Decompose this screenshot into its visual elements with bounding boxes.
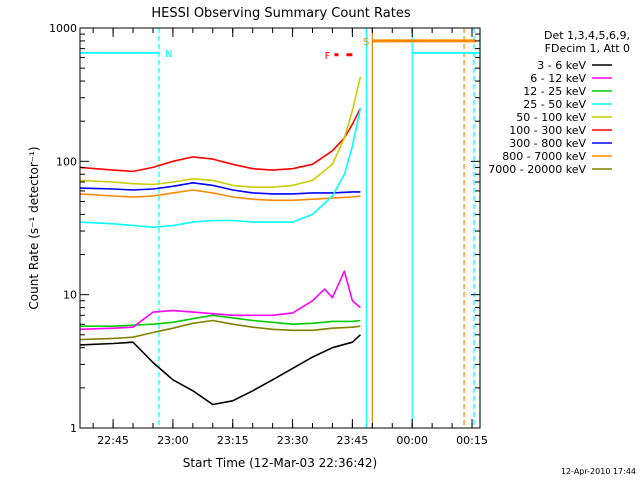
legend-header-line-2: FDecim 1, Att 0 — [545, 42, 630, 55]
series-line-5 — [79, 76, 362, 188]
x-axis-label: Start Time (12-Mar-03 22:36:42) — [183, 456, 377, 470]
legend-header-line-1: Det 1,3,4,5,6,9, — [544, 29, 630, 42]
x-tick-label-2: 23:00 — [157, 434, 189, 447]
legend-label-6: 100 - 300 keV — [509, 124, 586, 137]
legend-label-7: 300 - 800 keV — [509, 137, 586, 150]
flag-label-s: S — [363, 37, 369, 48]
plot-area: N S F — [79, 28, 481, 428]
legend-label-9: 7000 - 20000 keV — [488, 163, 586, 176]
series-line-4 — [79, 108, 362, 229]
series-line-8 — [79, 189, 361, 202]
y-tick-label-1: 1 — [70, 422, 77, 435]
plot-frame — [79, 27, 481, 429]
series-line-1 — [79, 334, 361, 406]
x-tick-label-4: 23:30 — [277, 434, 309, 447]
flag-label-f: F — [325, 51, 331, 62]
series-line-2 — [79, 270, 361, 331]
x-tick-label-3: 23:15 — [217, 434, 249, 447]
y-tick-label-2: 10 — [63, 289, 77, 302]
legend-label-1: 3 - 6 keV — [537, 59, 586, 72]
legend-label-3: 12 - 25 keV — [523, 85, 586, 98]
legend-label-8: 800 - 7000 keV — [502, 150, 586, 163]
series-line-6 — [79, 107, 362, 173]
y-tick-label-3: 100 — [56, 155, 77, 168]
series-line-3 — [80, 314, 361, 327]
y-axis-label: Count Rate (s⁻¹ detector⁻¹) — [27, 146, 41, 309]
x-tick-label-7: 00:15 — [456, 434, 488, 447]
series-line-9 — [79, 319, 361, 341]
flag-label-n: N — [165, 49, 172, 60]
chart-title: HESSI Observing Summary Count Rates — [151, 6, 410, 21]
legend-label-4: 25 - 50 keV — [523, 98, 586, 111]
footer-timestamp: 12-Apr-2010 17:44 — [561, 467, 636, 476]
x-tick-label-5: 23:45 — [337, 434, 369, 447]
legend-label-5: 50 - 100 keV — [516, 111, 586, 124]
y-tick-label-4: 1000 — [49, 22, 77, 35]
x-tick-label-6: 00:00 — [396, 434, 428, 447]
legend: Det 1,3,4,5,6,9, FDecim 1, Att 0 3 - 6 k… — [488, 29, 630, 176]
x-tick-label-1: 22:45 — [97, 434, 129, 447]
series-line-7 — [79, 182, 361, 195]
axes: 1 10 100 1000 22:45 23:00 23:15 23:30 23:45 00:00… — [49, 22, 488, 447]
legend-label-2: 6 - 12 keV — [530, 72, 586, 85]
